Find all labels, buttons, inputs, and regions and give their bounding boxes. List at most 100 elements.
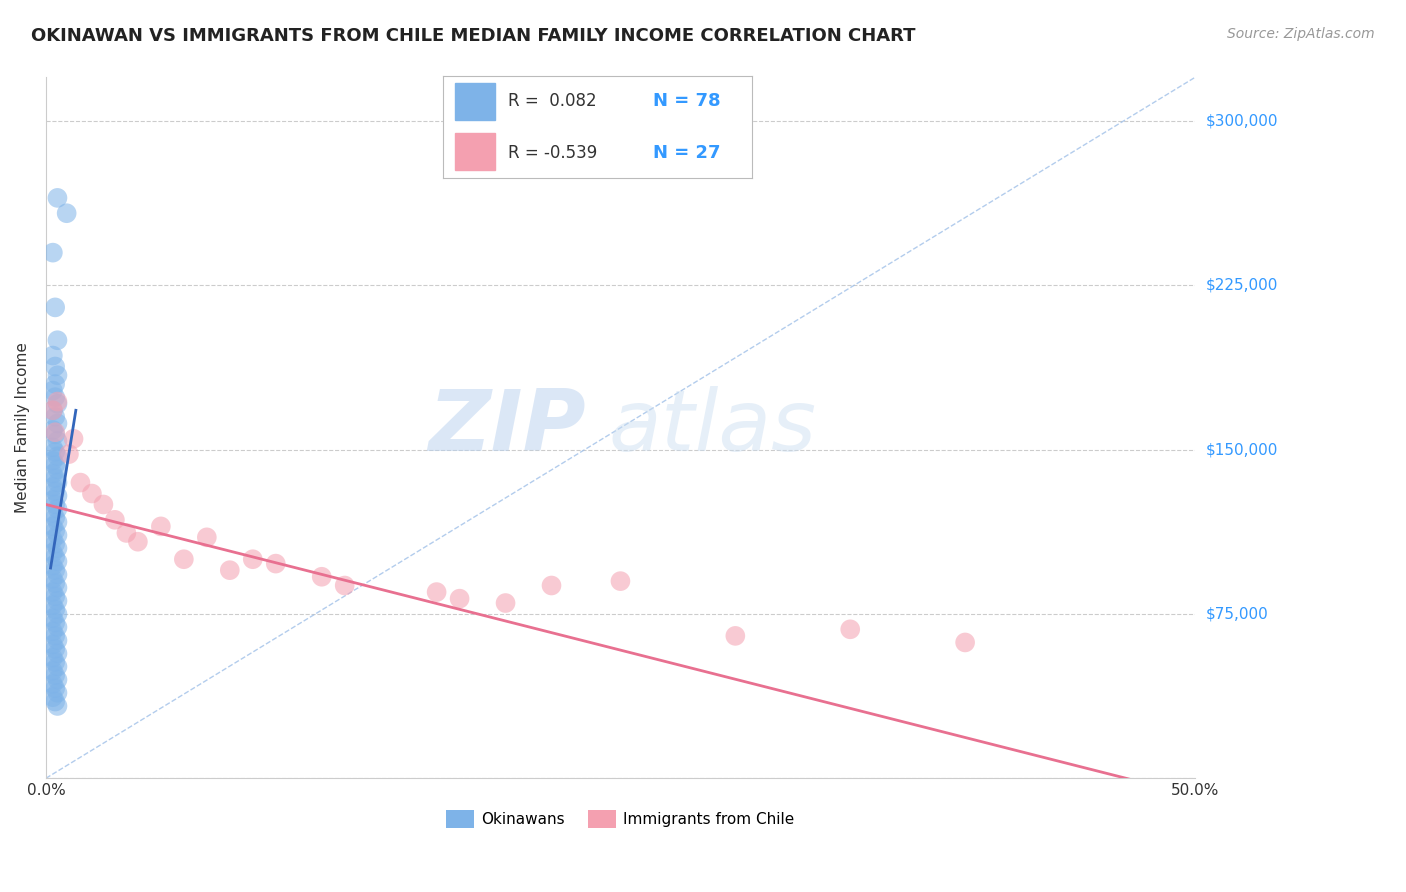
Point	[46, 594, 69, 608]
Point	[46, 397, 69, 411]
Point	[44, 590, 66, 604]
Point	[44, 458, 66, 472]
Point	[44, 409, 66, 424]
Point	[495, 596, 517, 610]
Point	[46, 659, 69, 673]
Point	[46, 673, 69, 687]
Point	[44, 537, 66, 551]
Text: atlas: atlas	[609, 386, 817, 469]
Point	[46, 581, 69, 595]
Point	[46, 633, 69, 648]
Point	[44, 359, 66, 374]
Point	[44, 549, 66, 564]
Point	[44, 301, 66, 315]
Bar	[456, 133, 495, 170]
Y-axis label: Median Family Income: Median Family Income	[15, 343, 30, 513]
Text: OKINAWAN VS IMMIGRANTS FROM CHILE MEDIAN FAMILY INCOME CORRELATION CHART: OKINAWAN VS IMMIGRANTS FROM CHILE MEDIAN…	[31, 27, 915, 45]
Point	[195, 530, 218, 544]
Point	[42, 384, 65, 398]
Point	[127, 534, 149, 549]
Point	[242, 552, 264, 566]
Point	[69, 475, 91, 490]
Text: ZIP: ZIP	[429, 386, 586, 469]
Text: $300,000: $300,000	[1206, 114, 1278, 128]
Point	[42, 677, 65, 691]
Point	[42, 467, 65, 481]
Point	[42, 664, 65, 678]
Point	[44, 695, 66, 709]
Text: $225,000: $225,000	[1206, 278, 1278, 293]
Point	[115, 525, 138, 540]
Legend: Okinawans, Immigrants from Chile: Okinawans, Immigrants from Chile	[440, 804, 800, 834]
Point	[44, 602, 66, 616]
Point	[724, 629, 747, 643]
Point	[42, 403, 65, 417]
Point	[264, 557, 287, 571]
Point	[44, 425, 66, 440]
Point	[44, 642, 66, 657]
Point	[44, 576, 66, 591]
Point	[42, 403, 65, 417]
Point	[44, 668, 66, 682]
Point	[46, 417, 69, 431]
Point	[46, 489, 69, 503]
Text: $150,000: $150,000	[1206, 442, 1278, 458]
Point	[42, 611, 65, 625]
Point	[46, 515, 69, 529]
Point	[46, 333, 69, 347]
Text: R = -0.539: R = -0.539	[508, 144, 598, 161]
Point	[46, 528, 69, 542]
Point	[42, 245, 65, 260]
Point	[58, 447, 80, 461]
Point	[46, 394, 69, 409]
Point	[42, 624, 65, 639]
Point	[46, 686, 69, 700]
Point	[46, 475, 69, 490]
Point	[953, 635, 976, 649]
Point	[540, 578, 562, 592]
Point	[149, 519, 172, 533]
Point	[46, 434, 69, 448]
Point	[42, 650, 65, 665]
Point	[93, 498, 115, 512]
Point	[609, 574, 631, 588]
Point	[44, 445, 66, 459]
Point	[62, 432, 84, 446]
Point	[46, 567, 69, 582]
Point	[42, 558, 65, 573]
Point	[449, 591, 471, 606]
Point	[42, 453, 65, 467]
Point	[44, 427, 66, 442]
Point	[44, 377, 66, 392]
Point	[42, 519, 65, 533]
Point	[46, 501, 69, 516]
Point	[426, 585, 449, 599]
Bar	[456, 83, 495, 120]
Point	[42, 585, 65, 599]
Point	[42, 546, 65, 560]
Point	[44, 629, 66, 643]
Point	[333, 578, 356, 592]
Point	[46, 462, 69, 476]
Point	[311, 570, 333, 584]
Text: R =  0.082: R = 0.082	[508, 93, 596, 111]
Point	[46, 620, 69, 634]
Point	[44, 510, 66, 524]
Point	[80, 486, 103, 500]
Point	[46, 368, 69, 383]
Point	[42, 690, 65, 705]
Point	[44, 655, 66, 669]
Point	[839, 623, 862, 637]
Point	[42, 423, 65, 437]
Point	[44, 681, 66, 696]
Point	[46, 554, 69, 568]
Point	[44, 498, 66, 512]
Point	[42, 349, 65, 363]
Point	[46, 191, 69, 205]
Point	[218, 563, 240, 577]
Point	[46, 450, 69, 464]
Point	[42, 572, 65, 586]
Point	[42, 533, 65, 547]
Point	[44, 563, 66, 577]
Point	[104, 513, 127, 527]
